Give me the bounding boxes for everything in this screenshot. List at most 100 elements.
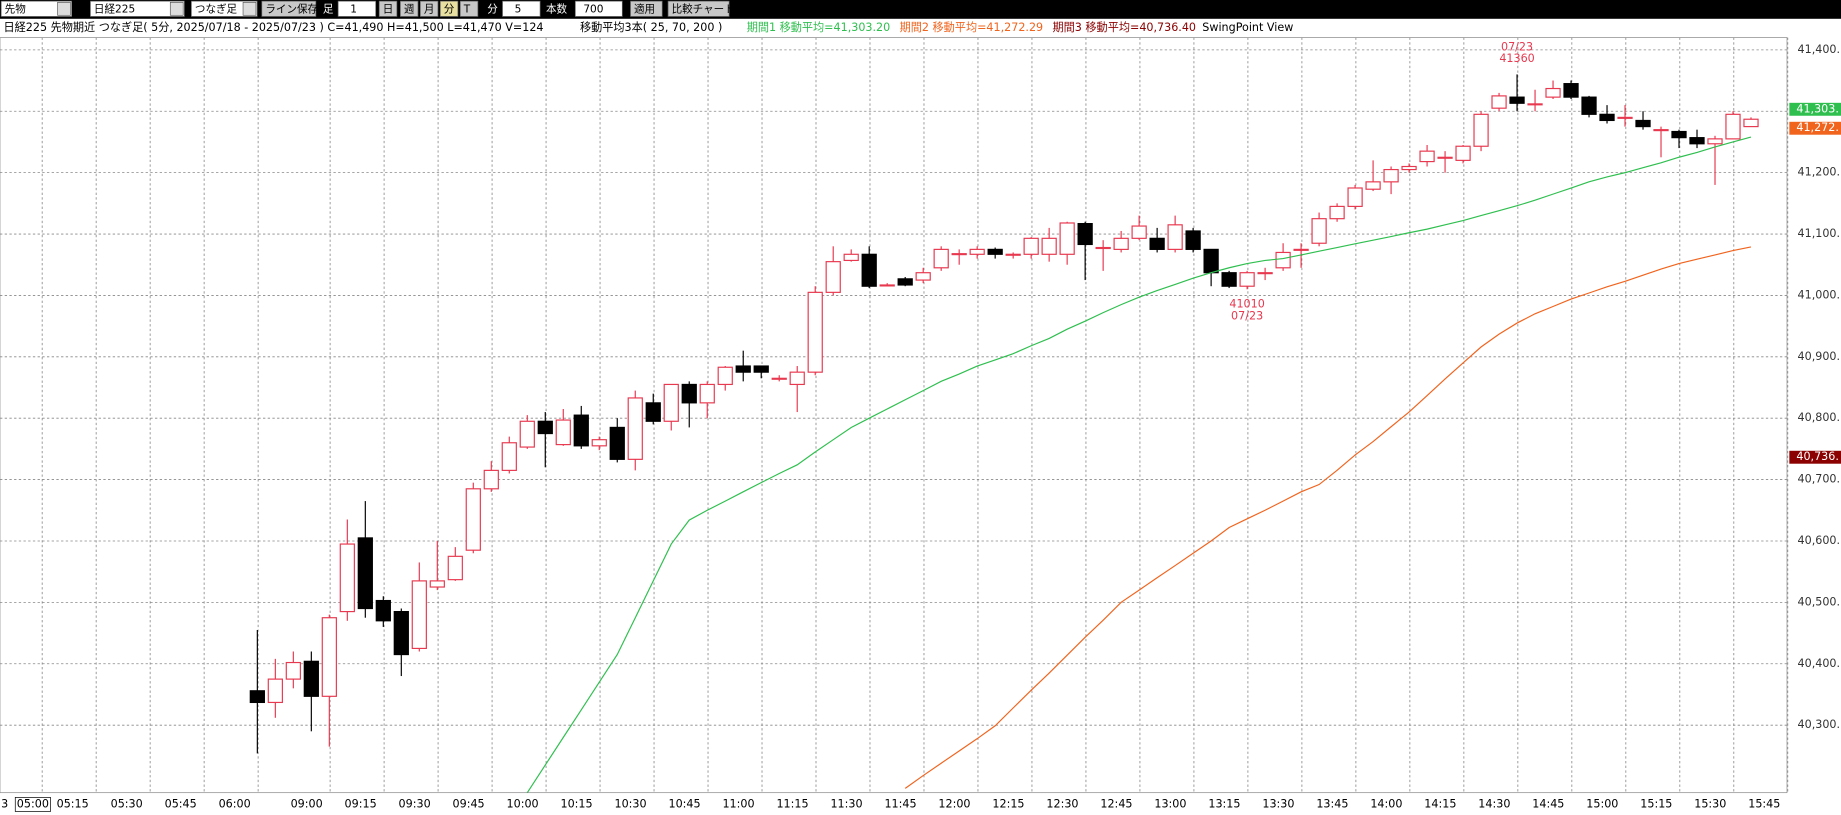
- x-tick-label: 15:00: [1586, 797, 1618, 810]
- candle-body: [1383, 168, 1399, 183]
- button[interactable]: [419, 0, 439, 17]
- x-tick-label: 09:15: [345, 797, 377, 810]
- toolbar-text[interactable]: つなぎ足: [195, 2, 238, 15]
- dropdown[interactable]: [0, 0, 72, 17]
- y-tick-label: 40,900.: [1798, 350, 1841, 363]
- input-box[interactable]: [574, 0, 623, 17]
- x-tick-label: 06:00: [219, 797, 251, 810]
- swing-date: 07/23: [1231, 309, 1263, 322]
- toolbar-text[interactable]: 日: [383, 3, 394, 15]
- toolbar-text[interactable]: 1: [350, 3, 357, 15]
- dropdown[interactable]: [191, 0, 258, 17]
- candle-body: [1545, 87, 1561, 98]
- toolbar-text[interactable]: ライン保存: [265, 2, 318, 15]
- input-box[interactable]: [502, 0, 541, 17]
- x-tick-label: 10:15: [561, 797, 593, 810]
- x-tick-label: 09:00: [291, 797, 323, 810]
- button[interactable]: [261, 0, 317, 17]
- x-tick-label: 10:00: [507, 797, 539, 810]
- dropdown-arrow[interactable]: [242, 2, 257, 16]
- candle-body: [1149, 237, 1165, 250]
- candle-body: [1059, 222, 1075, 255]
- dropdown[interactable]: [90, 0, 185, 17]
- x-prefix: 3: [1, 797, 8, 810]
- candle-body: [645, 402, 661, 422]
- toolbar-text[interactable]: 700: [583, 3, 603, 15]
- plot-content: [249, 74, 1759, 793]
- candle-body: [753, 365, 769, 373]
- x-tick-label: 14:00: [1370, 797, 1402, 810]
- button[interactable]: [459, 0, 479, 17]
- toolbar-text[interactable]: T: [463, 3, 471, 15]
- toolbar-text[interactable]: 適用: [634, 2, 655, 15]
- candle-body: [807, 291, 823, 373]
- swing-value: 41360: [1499, 52, 1534, 65]
- dropdown-arrow[interactable]: [169, 2, 184, 16]
- button[interactable]: [378, 0, 398, 17]
- candle-body: [285, 661, 301, 680]
- price-badge: [1789, 121, 1841, 135]
- x-tick-box: [14, 797, 51, 812]
- toolbar-text[interactable]: 週: [404, 3, 415, 15]
- candle-body: [519, 420, 535, 448]
- candle-body: [501, 442, 517, 471]
- candle-body: [1689, 137, 1705, 145]
- candle-body: [843, 253, 859, 262]
- button[interactable]: [400, 0, 419, 17]
- toolbar-text[interactable]: 分: [444, 3, 455, 15]
- candle-body: [1185, 230, 1201, 250]
- candle-body: [1509, 96, 1525, 104]
- candle-body: [1599, 113, 1615, 122]
- price-badge: [1789, 102, 1841, 116]
- x-tick-label: 14:45: [1532, 797, 1564, 810]
- candle-body: [933, 248, 949, 269]
- x-tick-label: 13:15: [1208, 797, 1240, 810]
- toolbar-text[interactable]: 月: [424, 3, 435, 15]
- dropdown-arrow[interactable]: [57, 2, 71, 16]
- moving-average-line: [904, 246, 1752, 789]
- candle-body: [987, 248, 1003, 255]
- button[interactable]: [439, 0, 459, 17]
- chart-title: 日経225 先物期近 つなぎ足( 5分, 2025/07/18 - 2025/0…: [4, 20, 544, 34]
- candle-body: [1617, 116, 1633, 119]
- candle-body: [339, 543, 355, 613]
- moving-average-line: [526, 136, 1752, 793]
- candle-body: [1671, 130, 1687, 139]
- x-tick-label: 10:45: [668, 797, 700, 810]
- price-badge: [1789, 450, 1841, 464]
- candle-body: [465, 488, 481, 551]
- candle-body: [1113, 237, 1129, 250]
- button[interactable]: [667, 0, 730, 17]
- candle-body: [609, 426, 625, 460]
- x-tick-label: 09:30: [399, 797, 431, 810]
- candle-body: [789, 371, 805, 386]
- candle-body: [951, 253, 967, 256]
- candle-body: [375, 599, 391, 622]
- candle-body: [897, 278, 913, 286]
- candle-body: [555, 419, 571, 446]
- candle-body: [879, 284, 895, 287]
- candle-body: [1275, 251, 1291, 269]
- x-tick-label: 05:00: [17, 797, 49, 810]
- toolbar-text[interactable]: 先物: [5, 2, 27, 15]
- x-tick-label: 05:15: [57, 797, 89, 810]
- candle-body: [1257, 272, 1273, 275]
- candle-body: [825, 261, 841, 293]
- button[interactable]: [630, 0, 663, 17]
- input-box[interactable]: [337, 0, 377, 17]
- candle-body: [249, 690, 265, 704]
- candle-body: [447, 555, 463, 581]
- toolbar-text[interactable]: 日経225: [94, 2, 135, 15]
- candle-body: [1005, 253, 1021, 256]
- candle-body: [1563, 83, 1579, 98]
- candle-body: [483, 469, 499, 490]
- candle-body: [1473, 113, 1489, 147]
- candle-body: [1491, 95, 1507, 109]
- toolbar-text[interactable]: 比較チャート: [672, 2, 735, 15]
- toolbar-text[interactable]: 5: [515, 3, 522, 15]
- candle-body: [663, 383, 679, 422]
- candle-body: [1023, 237, 1039, 255]
- candle-body: [1527, 103, 1543, 106]
- candle-body: [1131, 225, 1147, 239]
- candle-body: [537, 420, 553, 435]
